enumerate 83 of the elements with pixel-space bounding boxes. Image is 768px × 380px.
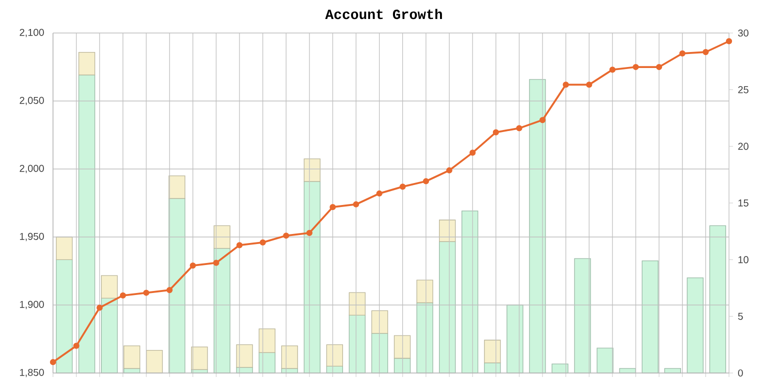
bar	[326, 344, 343, 367]
bar	[146, 350, 163, 374]
bar	[642, 260, 658, 374]
point	[492, 129, 499, 136]
bar	[484, 340, 501, 364]
bar	[348, 314, 366, 374]
bar	[258, 328, 276, 353]
bar	[258, 352, 276, 374]
point	[516, 125, 522, 132]
point	[679, 50, 686, 56]
y-tick-label: 1,950	[20, 232, 44, 242]
point	[656, 64, 662, 70]
point	[562, 82, 569, 88]
bar	[101, 298, 118, 374]
point	[376, 190, 382, 197]
y-tick-label: 1,850	[20, 368, 44, 378]
bar	[686, 277, 704, 374]
bar	[552, 364, 568, 374]
bar	[596, 348, 614, 374]
bar	[214, 248, 230, 374]
point	[330, 204, 336, 210]
y-tick-label: 2,000	[20, 164, 44, 174]
bar	[439, 241, 456, 374]
bar	[236, 344, 253, 368]
point	[400, 184, 406, 190]
y-tick-label: 2,050	[20, 96, 44, 106]
point	[306, 230, 312, 236]
point	[539, 116, 546, 124]
point	[586, 82, 592, 88]
bar	[56, 236, 73, 260]
point	[73, 342, 80, 349]
point	[213, 260, 220, 266]
bar	[348, 292, 366, 316]
point	[50, 359, 56, 366]
bar	[304, 181, 320, 374]
point	[120, 292, 126, 299]
bar	[281, 345, 298, 369]
bar	[101, 275, 118, 299]
bar	[394, 335, 411, 359]
bar	[168, 175, 186, 199]
bar	[529, 79, 546, 374]
y2-tick-label: 15	[738, 200, 748, 206]
point	[96, 304, 103, 311]
point	[446, 167, 452, 174]
bar	[506, 304, 524, 374]
y-tick-label: 1,900	[20, 300, 44, 310]
point	[726, 38, 732, 44]
bar	[574, 258, 591, 374]
bar	[462, 210, 478, 374]
point	[352, 201, 360, 208]
y2-tick-label: 10	[738, 256, 748, 264]
bar	[304, 158, 320, 182]
bar	[78, 74, 96, 374]
point	[609, 66, 616, 73]
bar	[124, 345, 140, 369]
y2-tick-label: 25	[738, 86, 748, 94]
point	[632, 64, 639, 70]
point	[236, 242, 243, 248]
bar	[56, 259, 73, 374]
point	[422, 178, 430, 184]
bar	[709, 225, 726, 374]
bar	[214, 225, 230, 249]
bar	[371, 333, 388, 374]
bar	[416, 280, 434, 304]
point	[190, 262, 196, 269]
point	[143, 290, 150, 296]
y2-tick-label: 20	[738, 142, 748, 150]
y2-tick-label: 0	[738, 369, 743, 377]
point	[260, 239, 266, 246]
point	[283, 232, 290, 239]
y2-tick-label: 5	[738, 312, 743, 320]
y-tick-label: 2,100	[20, 28, 44, 38]
y2-tick-label: 30	[738, 29, 748, 37]
bar	[78, 52, 96, 76]
point	[702, 48, 709, 56]
point	[166, 286, 173, 294]
bar	[371, 310, 388, 334]
chart-title: Account Growth	[325, 8, 442, 20]
bar	[191, 346, 208, 370]
bar	[416, 302, 434, 374]
point	[470, 150, 476, 156]
bar	[168, 198, 186, 374]
bar	[439, 220, 456, 242]
